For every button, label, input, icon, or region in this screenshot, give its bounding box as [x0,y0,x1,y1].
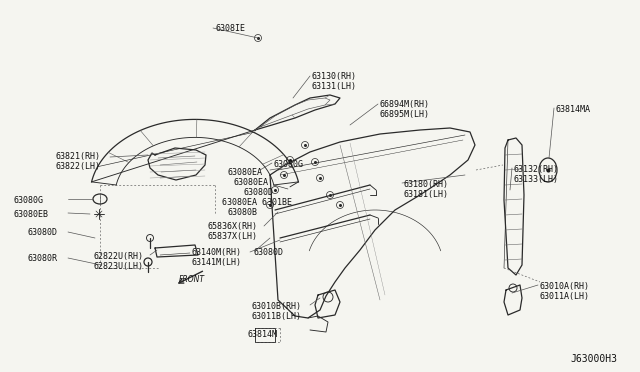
Text: 63822(LH): 63822(LH) [55,162,100,171]
Text: 66895M(LH): 66895M(LH) [380,110,430,119]
Text: J63000H3: J63000H3 [570,354,617,364]
Text: 63130(RH): 63130(RH) [312,72,357,81]
Text: 65837X(LH): 65837X(LH) [208,232,258,241]
Text: 63141M(LH): 63141M(LH) [192,258,242,267]
Text: 63821(RH): 63821(RH) [55,152,100,161]
Text: 63011B(LH): 63011B(LH) [252,312,302,321]
Text: 63080D: 63080D [254,248,284,257]
Text: 63133(LH): 63133(LH) [514,175,559,184]
Text: 62822U(RH): 62822U(RH) [94,252,144,261]
Text: 62823U(LH): 62823U(LH) [94,262,144,271]
Text: 63080G: 63080G [274,160,304,169]
Text: 63180(RH): 63180(RH) [404,180,449,189]
Text: 63140M(RH): 63140M(RH) [192,248,242,257]
Text: 63181(LH): 63181(LH) [404,190,449,199]
Text: 63080EA 6301BE: 63080EA 6301BE [222,198,292,207]
Text: 63814M: 63814M [248,330,278,339]
Text: 63080EB: 63080EB [14,210,49,219]
Text: 63011A(LH): 63011A(LH) [540,292,590,301]
Text: 63080B: 63080B [228,208,258,217]
Text: 65836X(RH): 65836X(RH) [208,222,258,231]
Text: 63814MA: 63814MA [556,105,591,114]
Text: 63080D: 63080D [27,228,57,237]
Text: 63132(RH): 63132(RH) [514,165,559,174]
Text: 6308IE: 6308IE [215,24,245,33]
Text: 63080D: 63080D [243,188,273,197]
Text: 63010A(RH): 63010A(RH) [540,282,590,291]
Text: FRONT: FRONT [179,276,205,285]
Text: 63080R: 63080R [27,254,57,263]
Text: 63010B(RH): 63010B(RH) [252,302,302,311]
Text: 63080EA: 63080EA [233,178,268,187]
Text: 63131(LH): 63131(LH) [312,82,357,91]
Text: 66894M(RH): 66894M(RH) [380,100,430,109]
Text: 63080EA: 63080EA [228,168,263,177]
Text: 63080G: 63080G [14,196,44,205]
